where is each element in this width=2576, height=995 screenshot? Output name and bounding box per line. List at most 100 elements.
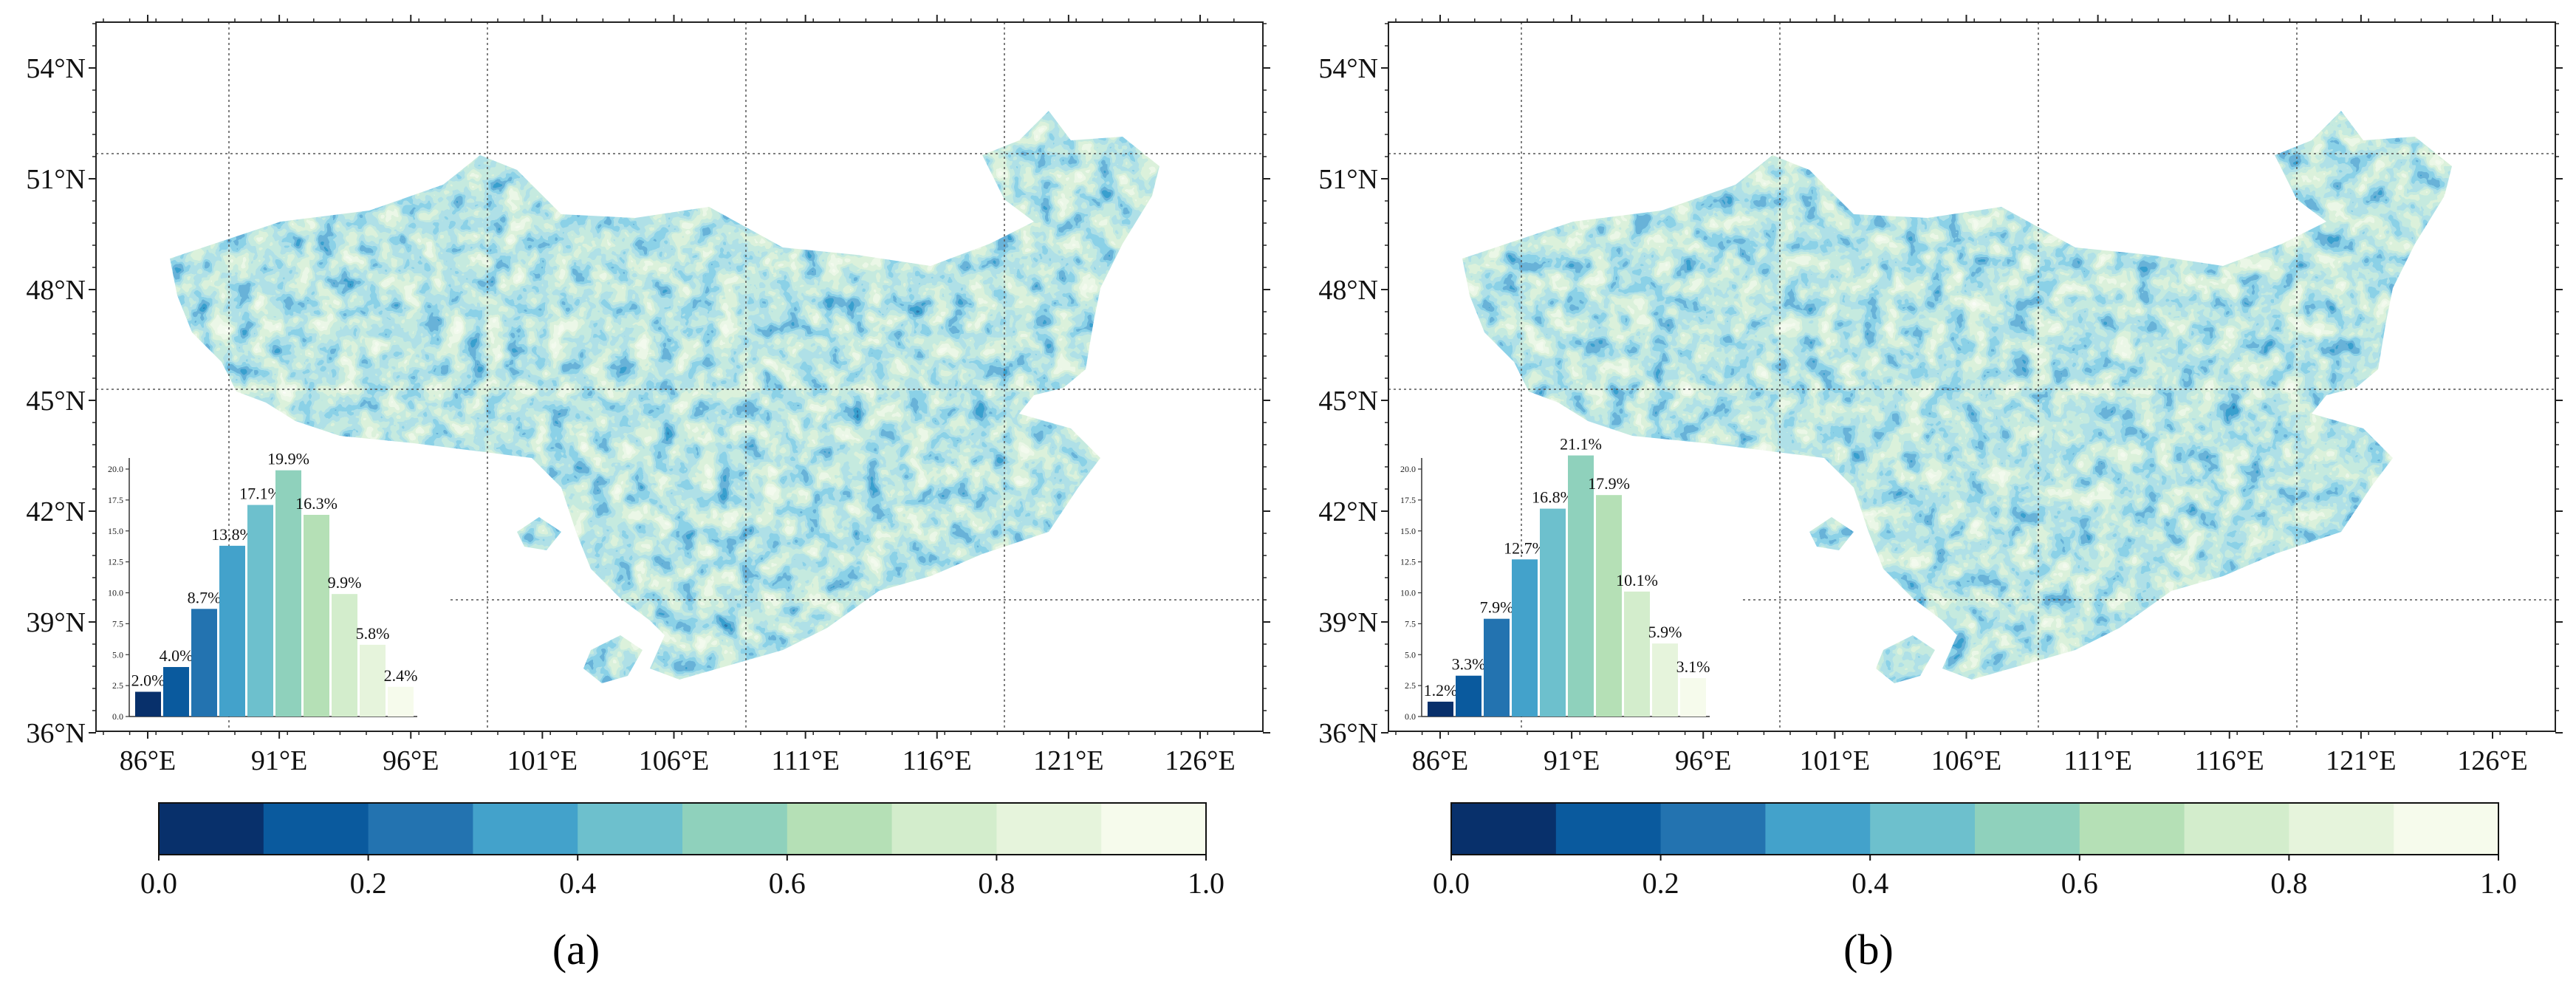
inset-ytick-label: 5.0 [1405,649,1416,660]
inset-bar [1596,495,1622,717]
inset-bar-label: 4.0% [160,646,193,665]
lon-tick-label: 126°E [2457,745,2527,776]
inset-ytick-label: 17.5 [108,495,123,505]
inset-bar-label: 8.7% [188,588,222,606]
inset-bar [388,686,414,717]
inset-ytick-label: 12.5 [1400,557,1416,567]
colorbar-tick-label: 0.8 [978,866,1015,900]
inset-bar [332,594,357,717]
inset-bar-label: 2.0% [131,671,165,690]
lat-tick-label: 42°N [1318,496,1378,527]
lat-tick-label: 45°N [26,386,86,417]
inset-bar [1652,643,1678,717]
panel-a: 54°N 51°N 48°N 45°N 42°N 39°N 36°N 86°E 91°E 96°… [26,15,1270,974]
lat-tick-label: 54°N [1318,53,1378,84]
lat-tick-label: 39°N [1318,607,1378,638]
inset-bar-label: 5.8% [356,624,390,643]
colorbar-segment [368,803,473,855]
inset-bar [360,644,386,717]
colorbar-segment [473,803,578,855]
inset-ytick-label: 20.0 [1400,464,1416,474]
inset-bar-label: 5.9% [1648,623,1682,641]
inset-bar-label: 13.8% [211,525,253,544]
inset-bar-label: 17.1% [239,485,281,503]
colorbar-frame [1450,802,2499,855]
colorbar-segment [263,803,369,855]
inset-ytick-label: 10.0 [1400,588,1416,598]
inset-bar [1680,678,1706,717]
lat-tick-label: 42°N [26,496,86,527]
lon-tick-label: 96°E [1675,745,1731,776]
lon-tick-label: 121°E [2326,745,2396,776]
lon-tick-label: 91°E [1544,745,1600,776]
inset-ytick-label: 2.5 [1405,680,1416,691]
colorbar-segment [787,803,893,855]
lat-tick-label: 51°N [1318,164,1378,195]
inset-ytick-label: 7.5 [1405,618,1416,629]
colorbar-b: 0.0 0.2 0.4 0.6 0.8 1.0 [1433,802,2517,900]
inset-bar [1484,618,1510,717]
colorbar-frame [158,802,1207,855]
inset-ytick-label: 7.5 [112,618,123,629]
inset-ytick-label: 12.5 [108,557,123,567]
colorbar-tick-label: 0.6 [2061,866,2098,900]
lat-tick-label: 45°N [1318,386,1378,417]
inset-ytick-label: 20.0 [108,464,123,474]
colorbar-segment [1555,803,1662,855]
colorbar-tick-label: 0.2 [1642,866,1679,900]
colorbar-segment [1975,803,2080,855]
lat-tick-label: 54°N [26,53,86,84]
inset-bar [163,667,189,717]
inset-bar-label: 1.2% [1424,681,1458,700]
panel-label-b: (b) [1843,926,1894,974]
inset-bar [1540,508,1566,717]
lon-tick-label: 106°E [1931,745,2001,776]
colorbar-segment [1870,803,1976,855]
colorbar-tick-label: 0.8 [2270,866,2307,900]
lon-tick-label: 101°E [1800,745,1870,776]
inset-ytick-label: 5.0 [112,649,123,660]
lat-tick-label: 48°N [26,275,86,306]
colorbar-segment [1101,803,1207,855]
inset-ytick-label: 17.5 [1400,495,1416,505]
lat-ticks-a: 54°N 51°N 48°N 45°N 42°N 39°N 36°N [26,23,1270,749]
map-frame-b [1388,21,2556,732]
lon-tick-label: 111°E [2063,745,2132,776]
colorbar-segment [159,803,264,855]
panel-b: 54°N 51°N 48°N 45°N 42°N 39°N 36°N 86°E 91°E 96°… [1318,15,2563,974]
lon-tick-label: 96°E [383,745,439,776]
lat-tick-label: 48°N [1318,275,1378,306]
colorbar-tick-label: 1.0 [2480,866,2517,900]
inset-bar-label: 16.8% [1532,488,1574,507]
inset-ytick-label: 15.0 [108,526,123,536]
lon-tick-label: 86°E [120,745,176,776]
inset-bar [1568,455,1594,717]
colorbar-tick-label: 0.2 [350,866,387,900]
inset-ytick-label: 0.0 [112,711,123,722]
colorbar-tick-label: 0.4 [1852,866,1888,900]
lat-tick-label: 36°N [1318,718,1378,749]
inset-bar-label: 9.9% [328,573,362,592]
lon-ticks-a: 86°E 91°E 96°E 101°E 106°E 111°E 116°E 121°E 126… [103,15,1236,776]
colorbar-tick-label: 0.6 [769,866,806,900]
map-frame-a [95,21,1264,732]
colorbar-segment [891,803,997,855]
inset-bar [1428,701,1453,717]
lon-tick-label: 121°E [1033,745,1103,776]
inset-ytick-label: 0.0 [1405,711,1416,722]
colorbar-segment [2289,803,2394,855]
colorbar-segment [1660,803,1766,855]
colorbar-segment [578,803,683,855]
inset-bar-label: 3.3% [1452,655,1486,674]
inset-bar [275,470,301,717]
lon-tick-label: 126°E [1165,745,1235,776]
panel-label-a: (a) [552,926,600,974]
inset-bar-label: 2.4% [384,666,418,685]
colorbar-a: 0.0 0.2 0.4 0.6 0.8 1.0 [140,802,1224,900]
colorbar-tick-label: 0.0 [1433,866,1470,900]
inset-bar [247,505,273,717]
inset-bar [1624,591,1650,717]
lat-ticks-b: 54°N 51°N 48°N 45°N 42°N 39°N 36°N [1318,23,2563,749]
colorbar-segment [2184,803,2289,855]
inset-bar-label: 12.7% [1504,538,1546,557]
